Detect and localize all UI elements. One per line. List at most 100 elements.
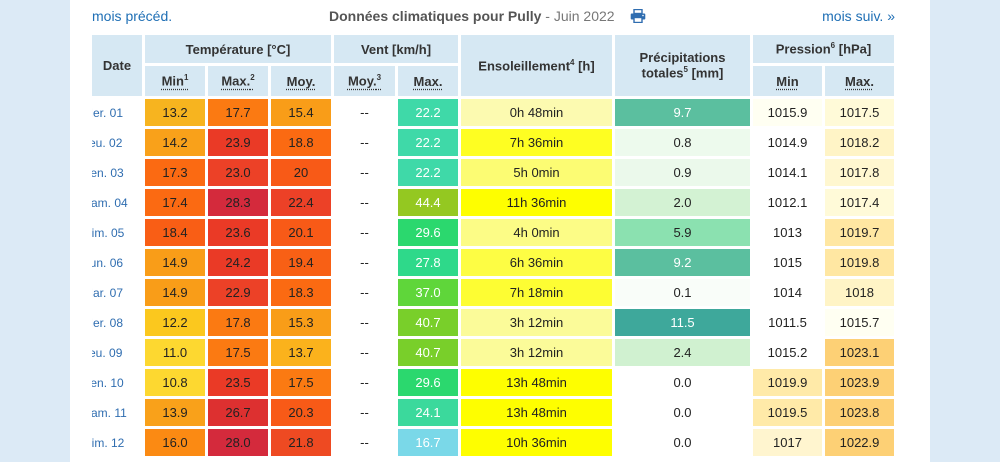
- temp-max-cell: 23.9: [208, 129, 268, 156]
- climate-table: Date Température [°C] Vent [km/h] Ensole…: [89, 32, 897, 459]
- wind-avg-cell: --: [360, 135, 369, 150]
- wind-max-cell: 29.6: [398, 219, 458, 246]
- temp-max-cell: 22.9: [208, 279, 268, 306]
- sunshine-cell: 10h 36min: [461, 429, 612, 456]
- temp-max-cell: 17.7: [208, 99, 268, 126]
- sunshine-cell: 7h 18min: [461, 279, 612, 306]
- pressure-max-cell: 1023.9: [825, 369, 894, 396]
- wind-max-cell: 24.1: [398, 399, 458, 426]
- pressure-max-cell: 1018: [825, 279, 894, 306]
- sunshine-cell: 13h 48min: [461, 369, 612, 396]
- date-cell[interactable]: Jeu. 09: [92, 339, 142, 366]
- temp-max-cell: 23.0: [208, 159, 268, 186]
- date-cell[interactable]: Mar. 07: [92, 279, 142, 306]
- precipitation-cell: 0.9: [615, 159, 750, 186]
- header-temp-min[interactable]: Min1: [145, 66, 205, 96]
- temp-min-cell: 17.3: [145, 159, 205, 186]
- wind-avg-cell: --: [360, 195, 369, 210]
- date-cell[interactable]: Lun. 06: [92, 249, 142, 276]
- printer-icon[interactable]: [630, 8, 646, 26]
- pressure-min-cell: 1015: [753, 249, 822, 276]
- header-sunshine-unit: [h]: [574, 58, 595, 74]
- header-pressure-max[interactable]: Max.: [825, 66, 894, 96]
- pressure-min-cell: 1015.2: [753, 339, 822, 366]
- sunshine-cell: 3h 12min: [461, 309, 612, 336]
- wind-avg-cell: --: [360, 435, 369, 450]
- wind-max-cell: 44.4: [398, 189, 458, 216]
- pressure-min-cell: 1012.1: [753, 189, 822, 216]
- precipitation-cell: 0.0: [615, 369, 750, 396]
- temp-avg-cell: 18.3: [271, 279, 331, 306]
- header-temp-avg[interactable]: Moy.: [271, 66, 331, 96]
- header-wind-avg[interactable]: Moy.3: [334, 66, 395, 96]
- header-temp-max[interactable]: Max.2: [208, 66, 268, 96]
- footnote-6[interactable]: 6: [830, 41, 836, 51]
- date-cell[interactable]: Dim. 12: [92, 429, 142, 456]
- precipitation-cell: 11.5: [615, 309, 750, 336]
- temp-min-cell: 14.9: [145, 249, 205, 276]
- precipitation-cell: 9.7: [615, 99, 750, 126]
- temp-avg-cell: 18.8: [271, 129, 331, 156]
- sunshine-cell: 11h 36min: [461, 189, 612, 216]
- temp-max-cell: 28.3: [208, 189, 268, 216]
- pressure-min-cell: 1014: [753, 279, 822, 306]
- temp-max-cell: 26.7: [208, 399, 268, 426]
- pressure-max-cell: 1015.7: [825, 309, 894, 336]
- temp-min-cell: 13.9: [145, 399, 205, 426]
- wind-max-cell: 40.7: [398, 339, 458, 366]
- temp-avg-cell: 15.3: [271, 309, 331, 336]
- pressure-max-cell: 1017.4: [825, 189, 894, 216]
- title-location: Données climatiques pour Pully: [329, 8, 542, 24]
- date-cell[interactable]: Jeu. 02: [92, 129, 142, 156]
- header-pressure-min[interactable]: Min: [753, 66, 822, 96]
- wind-avg-cell: --: [360, 165, 369, 180]
- temp-min-cell: 16.0: [145, 429, 205, 456]
- temp-min-cell: 14.2: [145, 129, 205, 156]
- precipitation-cell: 9.2: [615, 249, 750, 276]
- header-sunshine-label: Ensoleillement: [478, 58, 571, 74]
- date-cell[interactable]: Sam. 11: [92, 399, 142, 426]
- footnote-5[interactable]: 5: [683, 65, 688, 75]
- temp-avg-cell: 20: [271, 159, 331, 186]
- header-precipitation: Précipitations totales5 [mm]: [615, 35, 750, 96]
- pressure-max-cell: 1023.1: [825, 339, 894, 366]
- date-cell[interactable]: Sam. 04: [92, 189, 142, 216]
- header-pressure-label: Pression: [775, 41, 831, 57]
- pressure-max-cell: 1023.8: [825, 399, 894, 426]
- precipitation-cell: 0.8: [615, 129, 750, 156]
- header-pressure: Pression6 [hPa]: [753, 35, 894, 63]
- date-cell[interactable]: Mer. 08: [92, 309, 142, 336]
- pressure-max-cell: 1017.5: [825, 99, 894, 126]
- pressure-min-cell: 1014.1: [753, 159, 822, 186]
- footnote-3[interactable]: 3: [376, 73, 382, 83]
- footnote-4[interactable]: 4: [570, 57, 575, 67]
- previous-month-link[interactable]: mois précéd.: [92, 8, 173, 24]
- date-cell[interactable]: Ven. 10: [92, 369, 142, 396]
- next-month-link[interactable]: mois suiv. »: [822, 8, 895, 24]
- date-cell[interactable]: Ven. 03: [92, 159, 142, 186]
- date-cell[interactable]: Dim. 05: [92, 219, 142, 246]
- temp-min-cell: 18.4: [145, 219, 205, 246]
- wind-avg-cell: --: [360, 315, 369, 330]
- temp-max-cell: 28.0: [208, 429, 268, 456]
- header-wind-max[interactable]: Max.: [398, 66, 458, 96]
- footnote-1[interactable]: 1: [183, 73, 189, 83]
- wind-max-cell: 37.0: [398, 279, 458, 306]
- precipitation-cell: 0.0: [615, 399, 750, 426]
- temp-avg-cell: 17.5: [271, 369, 331, 396]
- header-precip-line2: totales: [641, 65, 684, 81]
- precipitation-cell: 0.0: [615, 429, 750, 456]
- title-separator: -: [541, 8, 554, 24]
- footnote-2[interactable]: 2: [250, 73, 255, 83]
- month-navigation: mois précéd. Données climatiques pour Pu…: [0, 0, 1000, 34]
- temp-avg-cell: 20.3: [271, 399, 331, 426]
- header-temp-max-label: Max.: [221, 73, 251, 89]
- header-pressure-unit: [hPa]: [835, 41, 872, 57]
- date-cell[interactable]: Mer. 01: [92, 99, 142, 126]
